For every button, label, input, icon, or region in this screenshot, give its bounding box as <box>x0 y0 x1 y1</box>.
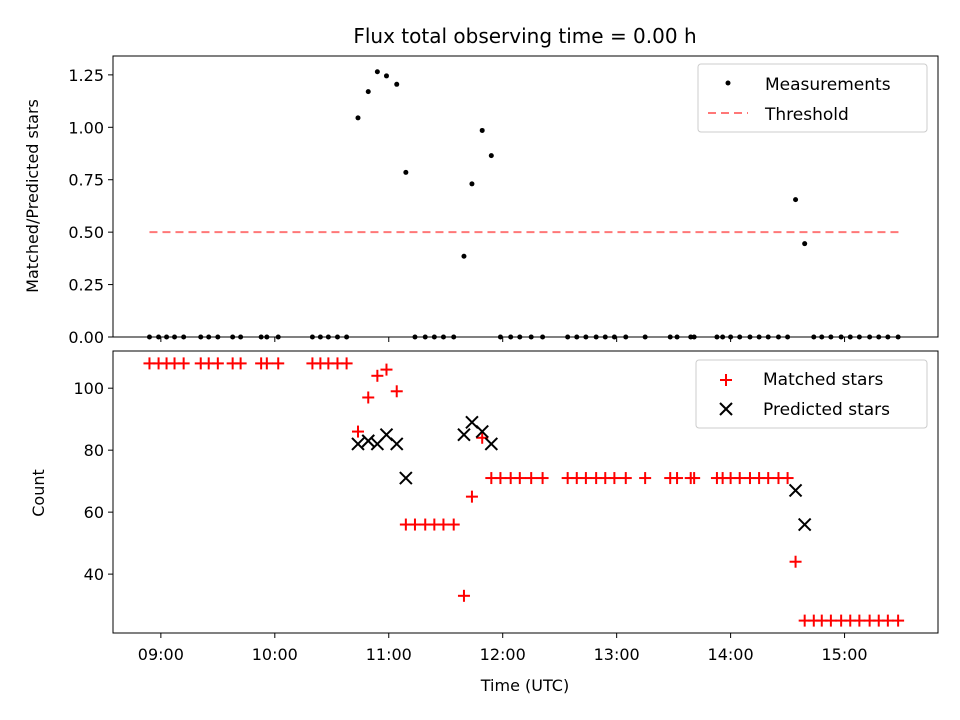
matched-star-point <box>260 357 273 370</box>
predicted-star-point <box>788 483 803 498</box>
predicted-star-point <box>484 437 499 451</box>
matched-star-point <box>733 472 746 485</box>
matched-star-point <box>536 472 549 485</box>
measurement-point <box>802 241 808 247</box>
predicted-star-point <box>797 517 812 532</box>
matched-star-point <box>371 369 384 382</box>
matched-star-point <box>437 518 450 531</box>
top-ytick-label: 0.50 <box>68 223 104 242</box>
matched-star-point <box>211 357 224 370</box>
predicted-star-point <box>361 434 375 448</box>
matched-star-point <box>608 472 621 485</box>
matched-star-point <box>408 518 421 531</box>
matched-star-point <box>639 472 652 485</box>
matched-star-point <box>234 357 247 370</box>
top-legend-box <box>697 63 928 133</box>
matched-star-point <box>390 385 403 398</box>
predicted-star-point <box>457 427 471 442</box>
bottom-panel: 40 60 80 100 09:00 10:00 11:00 12:00 13:00 14:00 1… <box>29 350 939 695</box>
measurement-point <box>403 169 409 175</box>
bottom-ylabel: Count <box>29 469 48 517</box>
top-ytick-label: 1.25 <box>68 66 104 85</box>
matched-star-point <box>881 614 894 627</box>
bottom-legend-box <box>695 359 928 429</box>
matched-star-point <box>457 589 470 602</box>
legend-predicted-label: Predicted stars <box>763 400 890 420</box>
top-ylabel: Matched/Predicted stars <box>23 99 42 293</box>
bottom-xlabel: Time (UTC) <box>480 676 569 695</box>
bottom-axes-frame <box>112 350 939 634</box>
matched-star-point <box>892 614 905 627</box>
top-ytick-label: 0.25 <box>68 276 104 295</box>
top-panel: Flux total observing time = 0.00 h 0.000… <box>23 24 939 347</box>
predicted-star-point <box>390 437 404 451</box>
measurement-point <box>374 69 380 75</box>
bottom-ytick-label: 40 <box>84 565 104 584</box>
matched-star-point <box>494 472 507 485</box>
measurement-point <box>394 81 400 87</box>
bottom-xtick-label: 11:00 <box>366 645 412 664</box>
bottom-xtick-label: 13:00 <box>594 645 640 664</box>
legend-measurements-label: Measurements <box>765 75 891 95</box>
bottom-xtick-label: 14:00 <box>708 645 754 664</box>
bottom-xtick-label: 10:00 <box>252 645 298 664</box>
matched-star-point <box>824 614 837 627</box>
matched-star-point <box>513 472 526 485</box>
top-plot-area <box>146 69 902 340</box>
matched-star-point <box>579 472 592 485</box>
matched-star-point <box>671 472 684 485</box>
top-ytick-label: 0.75 <box>68 171 104 190</box>
top-legend: Measurements Threshold <box>697 63 928 133</box>
predicted-star-point <box>399 471 413 485</box>
bottom-xtick-label: 15:00 <box>822 645 868 664</box>
matched-star-point <box>789 555 802 568</box>
legend-threshold-label: Threshold <box>764 105 849 125</box>
measurement-point <box>488 153 494 159</box>
top-axis-ticks: 0.00 0.25 0.50 0.75 1.00 1.25 <box>68 66 846 347</box>
matched-star-point <box>853 614 866 627</box>
top-ytick-label: 0.00 <box>68 328 104 347</box>
matched-star-point <box>351 425 364 438</box>
bottom-axis-ticks: 40 60 80 100 09:00 10:00 11:00 12:00 13:00 14:00 1… <box>73 379 867 664</box>
matched-star-point <box>781 472 794 485</box>
matched-star-point <box>525 472 538 485</box>
matched-star-point <box>272 357 285 370</box>
legend-matched-label: Matched stars <box>763 370 883 390</box>
measurement-point <box>365 89 371 95</box>
measurement-point <box>479 127 485 133</box>
matched-star-point <box>340 357 353 370</box>
bottom-xtick-label: 12:00 <box>480 645 526 664</box>
matched-star-point <box>619 472 632 485</box>
legend-measurements-marker <box>725 80 731 86</box>
bottom-xtick-label: 09:00 <box>138 645 184 664</box>
legend-predicted-marker <box>719 402 733 416</box>
predicted-star-point <box>351 437 365 451</box>
measurement-point <box>461 253 467 259</box>
bottom-ytick-label: 100 <box>73 379 104 398</box>
bottom-ytick-label: 80 <box>84 441 104 460</box>
top-axes-frame <box>112 55 939 338</box>
bottom-ytick-label: 60 <box>84 503 104 522</box>
bottom-plot-area <box>143 357 905 627</box>
matched-star-point <box>465 490 478 503</box>
top-ytick-label: 1.00 <box>68 118 104 137</box>
measurement-point <box>383 73 389 79</box>
legend-matched-marker <box>720 374 732 386</box>
matched-star-point <box>177 357 190 370</box>
chart-title: Flux total observing time = 0.00 h <box>353 24 696 48</box>
matched-star-point <box>447 518 460 531</box>
measurement-point <box>355 115 361 121</box>
measurement-point <box>469 181 475 187</box>
matched-star-point <box>688 472 701 485</box>
bottom-legend: Matched stars Predicted stars <box>695 359 928 429</box>
measurement-point <box>793 197 799 203</box>
matched-star-point <box>362 391 375 404</box>
matched-star-point <box>762 472 775 485</box>
matched-star-point <box>380 363 393 376</box>
predicted-star-point <box>475 424 489 439</box>
